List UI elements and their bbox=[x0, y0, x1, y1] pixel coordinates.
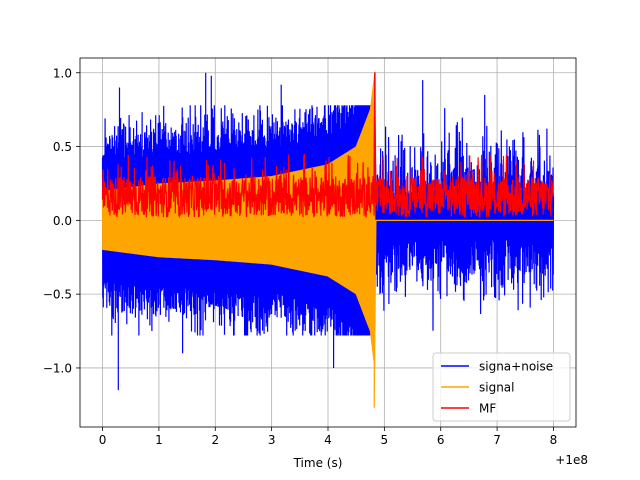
legend-label: signal bbox=[479, 381, 515, 395]
y-tick-label: 0.5 bbox=[53, 140, 72, 154]
x-offset-label: +1e8 bbox=[555, 453, 588, 467]
series-signal-line bbox=[101, 72, 554, 408]
x-axis-label: Time (s) bbox=[293, 456, 343, 470]
x-tick-label: 1 bbox=[155, 433, 163, 447]
x-tick-label: 5 bbox=[381, 433, 389, 447]
x-tick-label: 7 bbox=[493, 433, 501, 447]
x-tick-label: 8 bbox=[550, 433, 558, 447]
legend-label: MF bbox=[479, 402, 496, 416]
legend: signa+noise signal MF bbox=[432, 352, 571, 422]
y-tick-label: −0.5 bbox=[43, 288, 72, 302]
series-mf-line bbox=[101, 72, 555, 219]
x-tick-label: 2 bbox=[211, 433, 219, 447]
x-tick-label: 6 bbox=[437, 433, 445, 447]
axis-ticks: 0 1 2 3 4 5 6 7 8 −1.0 −0.5 0.0 0.5 1.0 bbox=[43, 66, 557, 447]
y-tick-label: −1.0 bbox=[43, 361, 72, 375]
series-group bbox=[101, 72, 555, 408]
x-tick-label: 4 bbox=[324, 433, 332, 447]
x-tick-label: 0 bbox=[99, 433, 107, 447]
legend-label: signa+noise bbox=[479, 360, 553, 374]
series-signa-noise-line bbox=[101, 72, 555, 391]
plot-area bbox=[101, 72, 555, 408]
y-tick-label: 0.0 bbox=[53, 214, 72, 228]
legend-box bbox=[432, 352, 571, 422]
x-tick-label: 3 bbox=[268, 433, 276, 447]
y-tick-label: 1.0 bbox=[53, 66, 72, 80]
